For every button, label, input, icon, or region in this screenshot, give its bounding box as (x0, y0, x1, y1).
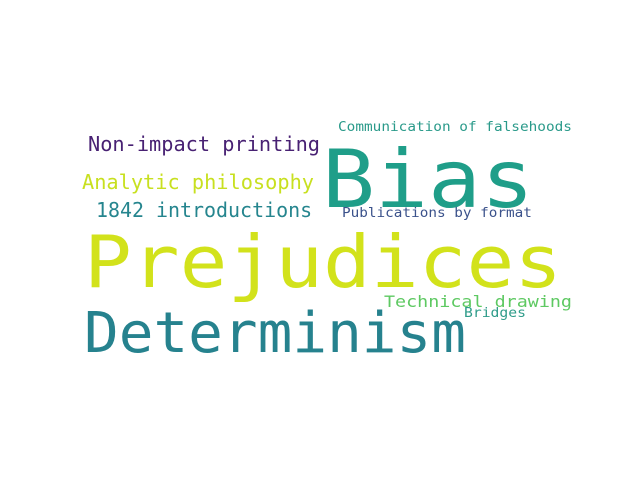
word-non-impact-printing: Non-impact printing (88, 132, 320, 156)
word-publications-by-format: Publications by format (342, 206, 532, 221)
word-analytic-philosophy: Analytic philosophy (82, 170, 314, 194)
word-prejudices: Prejudices (84, 220, 563, 304)
word-1842-introductions: 1842 introductions (96, 198, 313, 222)
word-bridges: Bridges (464, 306, 526, 321)
word-determinism: Determinism (84, 301, 467, 366)
word-communication-of-falsehoods: Communication of falsehoods (338, 120, 572, 135)
word-bias: Bias (322, 133, 534, 226)
word-technical-drawing: Technical drawing (384, 292, 573, 311)
